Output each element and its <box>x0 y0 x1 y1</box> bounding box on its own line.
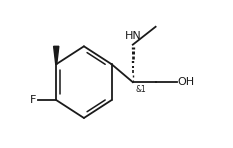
Text: HN: HN <box>124 31 141 41</box>
Text: F: F <box>30 95 37 105</box>
Text: &1: &1 <box>136 85 146 94</box>
Text: OH: OH <box>178 77 195 87</box>
Polygon shape <box>54 46 59 64</box>
